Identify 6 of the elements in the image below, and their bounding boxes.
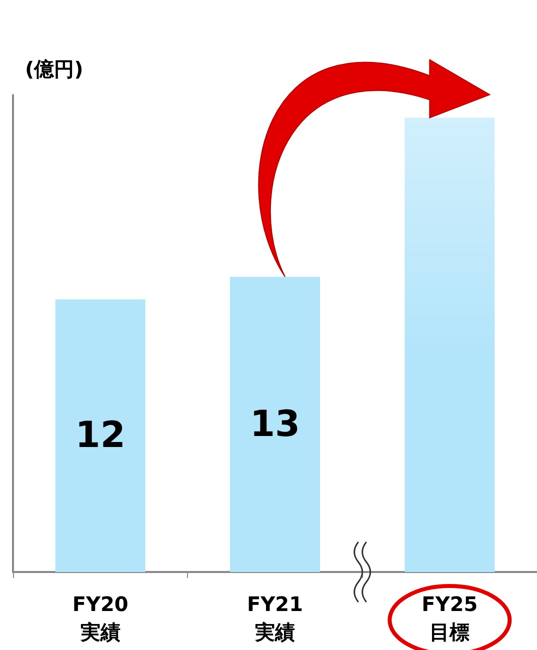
- x-tick-label: FY25 目標: [422, 592, 478, 644]
- data-label: 13: [250, 404, 300, 445]
- data-label: 12: [75, 415, 126, 456]
- x-tick-label: FY20 実績: [72, 592, 128, 644]
- y-axis-title: (億円): [25, 57, 84, 81]
- x-tick-label: FY21 実績: [247, 592, 303, 644]
